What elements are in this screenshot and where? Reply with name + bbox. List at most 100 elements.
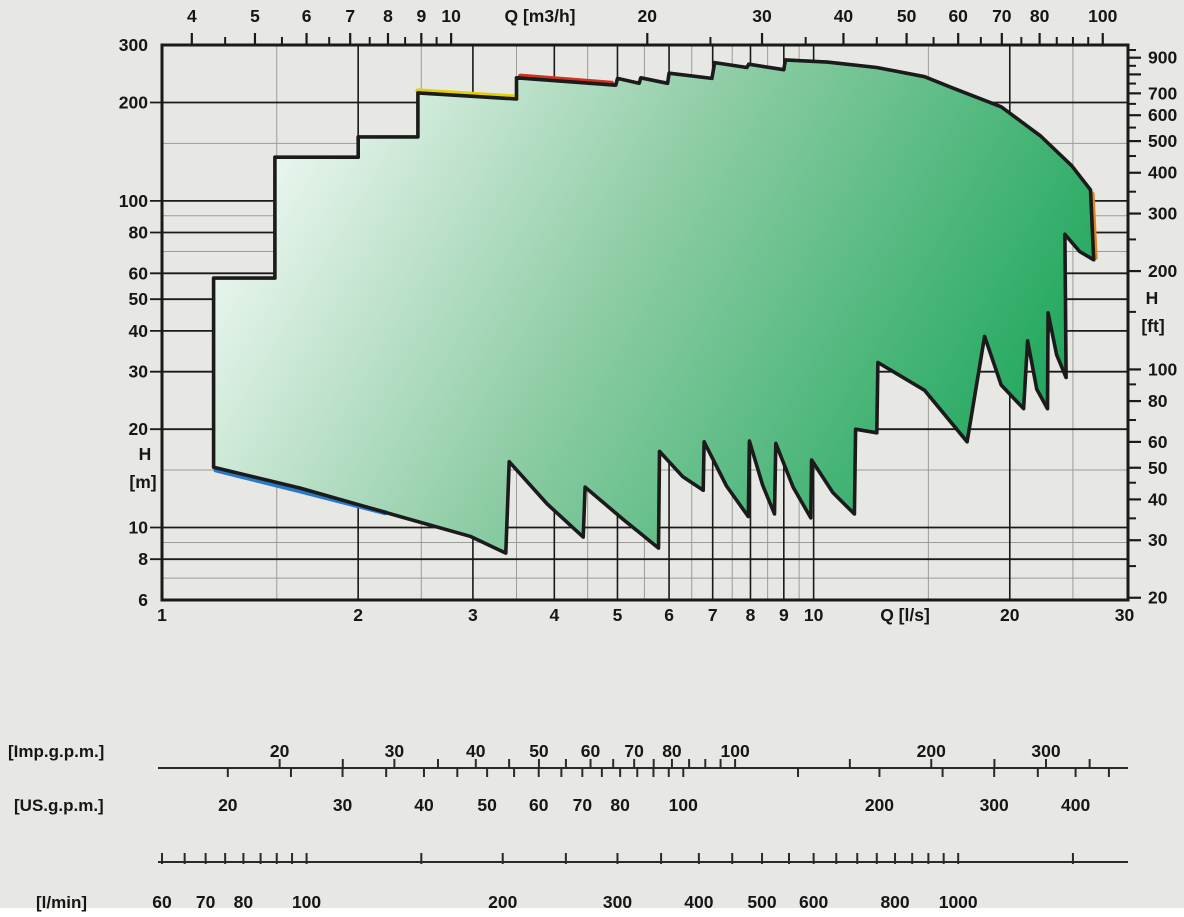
ruler-tick-label-l-min: 500 (747, 892, 776, 912)
right-axis-tick-label: 300 (1148, 204, 1177, 224)
bottom-axis-tick-label: 5 (613, 605, 623, 625)
bottom-axis-tick-label: 8 (746, 605, 756, 625)
ruler-tick-label-imp-gpm: 40 (466, 741, 486, 761)
ruler-tick-label-imp-gpm: 80 (662, 741, 682, 761)
ruler-tick-label-us-gpm: 100 (669, 795, 698, 815)
plot-frame (160, 43, 1130, 602)
ruler-tick-label-us-gpm: 60 (529, 795, 549, 815)
right-axis-tick-label: 40 (1148, 489, 1168, 509)
right-axis-unit-label-h: H (1146, 288, 1159, 308)
left-axis-tick-label: 40 (129, 321, 149, 341)
right-axis-tick-label: 200 (1148, 261, 1177, 281)
bottom-axis-tick-label: 9 (779, 605, 789, 625)
ruler-tick-label-l-min: 100 (292, 892, 321, 912)
top-axis-tick-label: 6 (302, 6, 312, 26)
axis-unit-labels: Q [m3/h] Q [l/s] H [m] H [ft] [Imp.g.p.m… (8, 6, 1165, 912)
curve-accent-yellow (415, 88, 519, 100)
bottom-axis-tick-label: 3 (468, 605, 478, 625)
right-axis-tick-label: 50 (1148, 458, 1168, 478)
bottom-axis-tick-label: 2 (353, 605, 363, 625)
ruler-tick-label-us-gpm: 20 (218, 795, 238, 815)
unit-rulers-layer: 20 30 40 50 60 70 80 100 200 300 20 30 40 50 60 70 80 100… (152, 741, 1128, 912)
ruler-tick-label-l-min: 400 (684, 892, 713, 912)
left-axis-tick-label: 8 (138, 549, 148, 569)
top-axis-tick-label: 100 (1088, 6, 1117, 26)
ruler-tick-label-us-gpm: 50 (477, 795, 497, 815)
l-min-caption: [l/min] (36, 893, 87, 912)
left-axis-tick-label: 80 (129, 223, 149, 243)
ruler-tick-label-us-gpm: 70 (573, 795, 593, 815)
bottom-axis-tick-label: 1 (157, 605, 167, 625)
bottom-strip (0, 908, 1184, 917)
bottom-axis-tick-label: 6 (664, 605, 674, 625)
bottom-axis-tick-label: 10 (804, 605, 824, 625)
right-axis-tick-label: 500 (1148, 131, 1177, 151)
right-axis-unit-label-ft: [ft] (1141, 316, 1164, 336)
top-axis-tick-label: 40 (834, 6, 854, 26)
left-axis-tick-label: 30 (129, 362, 149, 382)
top-axis-unit-label: Q [m3/h] (505, 6, 576, 26)
right-axis-tick-label: 700 (1148, 83, 1177, 103)
ruler-tick-label-us-gpm: 30 (333, 795, 353, 815)
left-axis-unit-label-h: H (139, 444, 152, 464)
bottom-axis-tick-label: 30 (1115, 605, 1135, 625)
us-gpm-caption: [US.g.p.m.] (14, 796, 104, 815)
ruler-tick-label-us-gpm: 400 (1061, 795, 1090, 815)
left-axis-tick-label: 20 (129, 419, 149, 439)
left-axis-tick-label: 60 (129, 263, 149, 283)
left-axis-tick-label: 200 (119, 93, 148, 113)
right-axis-tick-label: 60 (1148, 432, 1168, 452)
top-axis-tick-label: 8 (383, 6, 393, 26)
ruler-tick-label-imp-gpm: 50 (529, 741, 549, 761)
ruler-tick-label-us-gpm: 200 (865, 795, 894, 815)
ruler-tick-label-l-min: 200 (488, 892, 517, 912)
ruler-tick-label-l-min: 70 (196, 892, 216, 912)
right-axis-tick-label: 400 (1148, 163, 1177, 183)
bottom-axis-tick-label: 4 (549, 605, 559, 625)
left-axis-unit-label-m: [m] (129, 472, 156, 492)
ruler-tick-label-imp-gpm: 200 (917, 741, 946, 761)
right-axis-tick-label: 80 (1148, 391, 1168, 411)
bottom-axis-unit-label: Q [l/s] (880, 605, 930, 625)
left-axis-tick-label: 100 (119, 191, 148, 211)
right-axis-tick-label: 100 (1148, 359, 1177, 379)
top-axis-tick-label: 70 (992, 6, 1012, 26)
ruler-tick-label-l-min: 600 (799, 892, 828, 912)
pump-envelope-outline (211, 58, 1096, 555)
ruler-tick-label-l-min: 1000 (939, 892, 978, 912)
right-axis-tick-label: 20 (1148, 588, 1168, 608)
ruler-tick-label-us-gpm: 80 (610, 795, 630, 815)
top-axis-tick-label: 4 (187, 6, 197, 26)
top-axis-tick-label: 9 (416, 6, 426, 26)
ruler-tick-label-l-min: 60 (152, 892, 172, 912)
top-axis-tick-label: 30 (752, 6, 772, 26)
top-axis-tick-label: 20 (638, 6, 658, 26)
top-axis-tick-label: 60 (948, 6, 968, 26)
top-axis-tick-label: 80 (1030, 6, 1050, 26)
right-axis-tick-label: 600 (1148, 105, 1177, 125)
ruler-tick-label-imp-gpm: 30 (385, 741, 405, 761)
left-axis-tick-label: 50 (129, 289, 149, 309)
ruler-tick-label-imp-gpm: 60 (581, 741, 601, 761)
top-axis-tick-label: 10 (441, 6, 461, 26)
ruler-tick-label-imp-gpm: 300 (1031, 741, 1060, 761)
bottom-axis-tick-label: 7 (708, 605, 718, 625)
left-axis-tick-label: 6 (138, 590, 148, 610)
envelope-layer (211, 58, 1098, 555)
left-axis-tick-label: 300 (119, 35, 148, 55)
imp-gpm-caption: [Imp.g.p.m.] (8, 742, 104, 761)
top-axis-tick-label: 7 (345, 6, 355, 26)
ruler-tick-label-imp-gpm: 100 (720, 741, 749, 761)
left-axis-tick-label: 10 (129, 518, 149, 538)
bottom-axis-tick-label: 20 (1000, 605, 1020, 625)
top-axis-tick-label: 50 (897, 6, 917, 26)
right-axis-tick-label: 30 (1148, 530, 1168, 550)
ruler-tick-label-us-gpm: 300 (980, 795, 1009, 815)
ruler-tick-label-l-min: 80 (234, 892, 254, 912)
ruler-tick-label-l-min: 800 (880, 892, 909, 912)
ruler-tick-label-l-min: 300 (603, 892, 632, 912)
ruler-tick-label-imp-gpm: 20 (270, 741, 290, 761)
